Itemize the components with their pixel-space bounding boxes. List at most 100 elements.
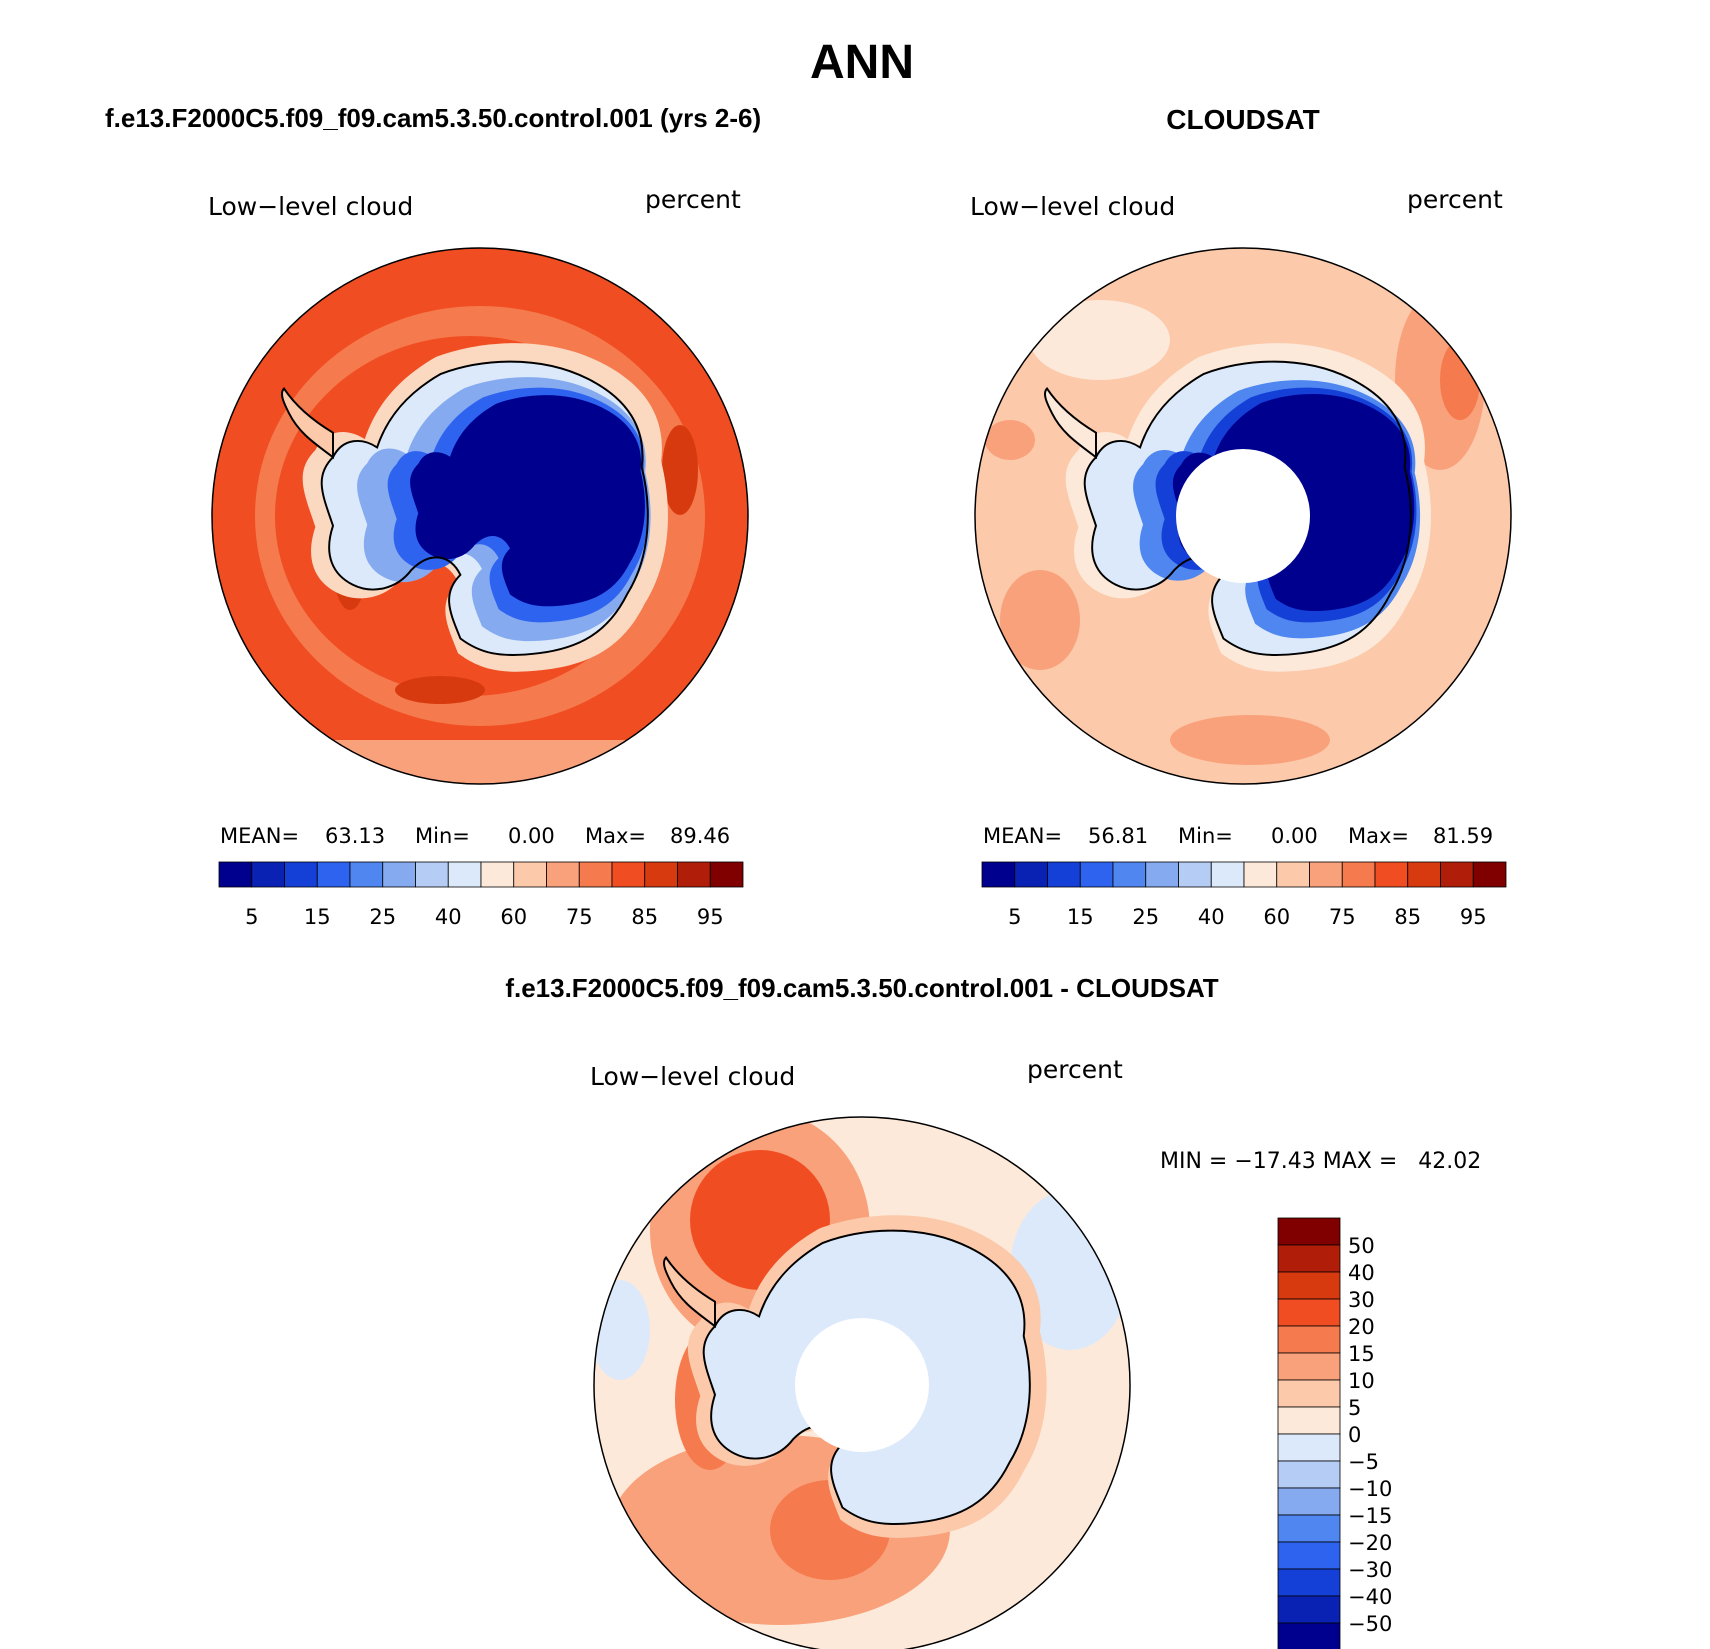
stat-mean-value: 56.81 [1088, 824, 1148, 848]
colorbar-swatch [1277, 1271, 1341, 1300]
panel-diff: f.e13.F2000C5.f09_f09.cam5.3.50.control.… [505, 973, 1481, 1649]
colorbar-tick-label: −30 [1348, 1558, 1392, 1582]
panel-obs-stats: MEAN= 56.81 Min= 0.00 Max= 81.59 [983, 824, 1493, 848]
panel-model-map [212, 248, 748, 784]
colorbar-swatch [1277, 1460, 1341, 1489]
stat-max-label: Max= [585, 824, 646, 848]
colorbar-swatch [1277, 1595, 1341, 1624]
colorbar-tick-label: 40 [1348, 1261, 1375, 1285]
stat-mean-value: 63.13 [325, 824, 385, 848]
map-dark-patch [395, 676, 485, 704]
stat-mean-label: MEAN= [983, 824, 1062, 848]
colorbar-tick-label: 10 [1348, 1369, 1375, 1393]
colorbar-tick-label: 85 [631, 905, 658, 929]
colorbar-swatch [1079, 861, 1114, 888]
colorbar-tick-label: 5 [1348, 1396, 1361, 1420]
colorbar-swatch [1472, 861, 1507, 888]
map-patch [1170, 715, 1330, 765]
map-border [593, 1116, 1131, 1649]
colorbar-swatch [1277, 1244, 1341, 1273]
colorbar-tick-label: −10 [1348, 1477, 1392, 1501]
colorbar-swatch [513, 861, 547, 888]
panel-diff-subtitle-right: percent [1027, 1055, 1123, 1084]
colorbar-swatch [251, 861, 285, 888]
colorbar-swatch [981, 861, 1016, 888]
colorbar-swatch [1440, 861, 1474, 888]
colorbar-obs: 5 15 25 40 60 75 85 95 [981, 861, 1507, 929]
colorbar-swatch [480, 861, 515, 888]
colorbar-swatch [1277, 1433, 1341, 1462]
panel-model-subtitle-left: Low−level cloud [208, 192, 413, 221]
colorbar-tick-label: 75 [1329, 905, 1356, 929]
stat-min-label: Min= [415, 824, 470, 848]
colorbar-swatch [644, 861, 678, 888]
colorbar-swatch [1178, 861, 1212, 888]
colorbar-swatch [1210, 861, 1245, 888]
colorbar-swatch [1277, 1379, 1341, 1408]
colorbar-swatch [709, 861, 744, 888]
colorbar-swatch [578, 861, 613, 888]
colorbar-tick-label: −50 [1348, 1612, 1392, 1636]
colorbar-swatch [218, 861, 253, 888]
panel-obs-subtitle-right: percent [1407, 185, 1503, 214]
colorbar-swatch [1047, 861, 1081, 888]
panel-obs-title: CLOUDSAT [1166, 104, 1319, 135]
colorbar-model: 5 15 25 40 60 75 85 95 [218, 861, 744, 929]
colorbar-swatch [1277, 1217, 1341, 1246]
stat-max-value: 81.59 [1433, 824, 1493, 848]
panel-obs-subtitle-left: Low−level cloud [970, 192, 1175, 221]
colorbar-swatch [1277, 1514, 1341, 1543]
colorbar-tick-label: −40 [1348, 1585, 1392, 1609]
colorbar-swatch [382, 861, 416, 888]
panel-model: f.e13.F2000C5.f09_f09.cam5.3.50.control.… [105, 103, 761, 929]
colorbar-tick-label: 40 [1198, 905, 1225, 929]
missing-pole [1176, 449, 1310, 583]
colorbar-tick-label: 25 [1132, 905, 1159, 929]
colorbar-swatch [1374, 861, 1409, 888]
panel-diff-subtitle-left: Low−level cloud [590, 1062, 795, 1091]
colorbar-swatch [611, 861, 646, 888]
colorbar-tick-label: 25 [369, 905, 396, 929]
colorbar-swatch [1276, 861, 1310, 888]
panel-model-title: f.e13.F2000C5.f09_f09.cam5.3.50.control.… [105, 103, 761, 133]
colorbar-swatch [1243, 861, 1278, 888]
colorbar-swatch [1309, 861, 1343, 888]
colorbar-swatch [349, 861, 384, 888]
colorbar-swatch [1277, 1541, 1341, 1570]
panel-diff-map [594, 1117, 1130, 1649]
colorbar-swatch [546, 861, 580, 888]
colorbar-tick-label: 15 [1348, 1342, 1375, 1366]
colorbar-swatch [1407, 861, 1441, 888]
colorbar-swatch [316, 861, 351, 888]
colorbar-tick-label: 0 [1348, 1423, 1361, 1447]
colorbar-tick-label: 60 [500, 905, 527, 929]
colorbar-tick-label: −5 [1348, 1450, 1379, 1474]
stat-min-label: Min= [1178, 824, 1233, 848]
map-border [974, 247, 1512, 785]
panel-model-stats: MEAN= 63.13 Min= 0.00 Max= 89.46 [220, 824, 730, 848]
colorbar-swatch [1277, 1622, 1341, 1649]
colorbar-swatch [1277, 1352, 1341, 1381]
panel-obs-map [975, 248, 1511, 784]
colorbar-swatch [1341, 861, 1376, 888]
colorbar-tick-label: 75 [566, 905, 593, 929]
stat-max-value: 89.46 [670, 824, 730, 848]
colorbar-swatch [1277, 1568, 1341, 1597]
colorbar-tick-label: 85 [1394, 905, 1421, 929]
stat-min-value: 0.00 [1271, 824, 1318, 848]
map-border [211, 247, 749, 785]
map-patch [1000, 570, 1080, 670]
colorbar-swatch [415, 861, 449, 888]
colorbar-tick-label: 95 [697, 905, 724, 929]
colorbar-swatch [677, 861, 711, 888]
colorbar-tick-label: 5 [1008, 905, 1021, 929]
colorbar-tick-label: 20 [1348, 1315, 1375, 1339]
missing-pole [795, 1318, 929, 1452]
panel-model-subtitle-right: percent [645, 185, 741, 214]
colorbar-tick-label: 40 [435, 905, 462, 929]
colorbar-tick-label: 50 [1348, 1234, 1375, 1258]
panel-diff-title: f.e13.F2000C5.f09_f09.cam5.3.50.control.… [505, 973, 1218, 1003]
colorbar-swatch [1112, 861, 1147, 888]
